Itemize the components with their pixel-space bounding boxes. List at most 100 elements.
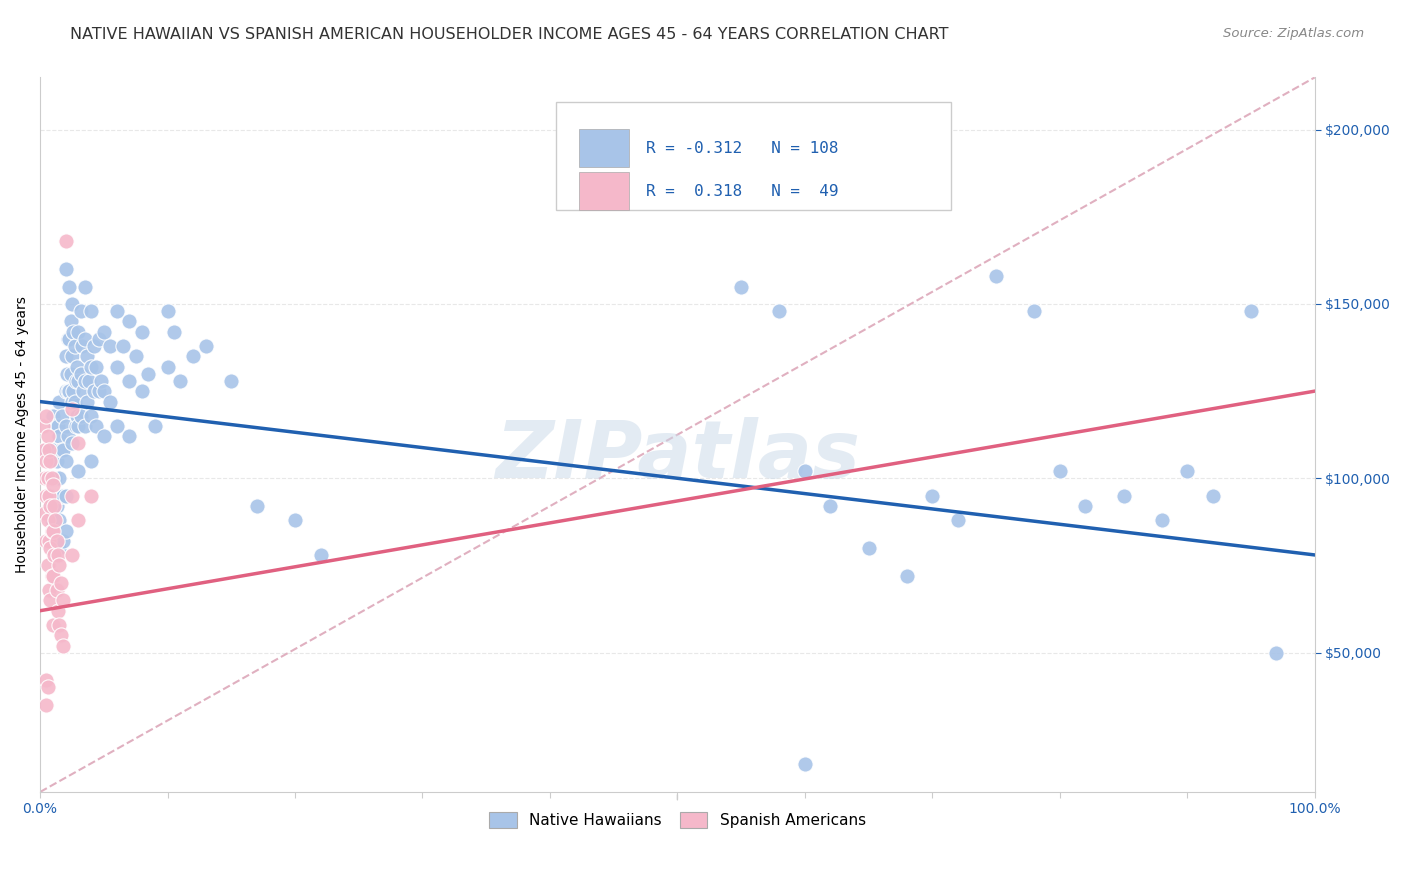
Point — [55, 524, 77, 538]
Point — [105, 419, 128, 434]
Point — [1175, 464, 1198, 478]
Point — [111, 339, 134, 353]
Point — [42, 524, 65, 538]
Point — [67, 513, 90, 527]
Point — [49, 489, 72, 503]
Point — [309, 548, 332, 562]
Point — [60, 489, 83, 503]
Point — [73, 279, 96, 293]
Text: R = -0.312   N = 108: R = -0.312 N = 108 — [645, 141, 838, 155]
Point — [70, 409, 93, 423]
Point — [60, 297, 83, 311]
Point — [34, 506, 56, 520]
Point — [42, 506, 65, 520]
Point — [221, 374, 243, 388]
Point — [66, 359, 89, 374]
Point — [63, 339, 86, 353]
Point — [45, 534, 67, 549]
Point — [169, 374, 191, 388]
Point — [31, 419, 53, 434]
Point — [42, 443, 65, 458]
Point — [98, 394, 121, 409]
Point — [52, 443, 75, 458]
Point — [87, 332, 110, 346]
Point — [181, 349, 204, 363]
Point — [42, 478, 65, 492]
Point — [83, 339, 105, 353]
Legend: Native Hawaiians, Spanish Americans: Native Hawaiians, Spanish Americans — [484, 806, 872, 834]
Text: NATIVE HAWAIIAN VS SPANISH AMERICAN HOUSEHOLDER INCOME AGES 45 - 64 YEARS CORREL: NATIVE HAWAIIAN VS SPANISH AMERICAN HOUS… — [70, 27, 949, 42]
Point — [37, 471, 59, 485]
Point — [37, 429, 59, 443]
Point — [55, 384, 77, 398]
Point — [80, 489, 103, 503]
Point — [98, 339, 121, 353]
Point — [93, 429, 115, 443]
Point — [41, 471, 63, 485]
Point — [125, 349, 148, 363]
Text: Source: ZipAtlas.com: Source: ZipAtlas.com — [1223, 27, 1364, 40]
Point — [73, 374, 96, 388]
Point — [38, 489, 60, 503]
Point — [52, 489, 75, 503]
Point — [105, 304, 128, 318]
Point — [67, 374, 90, 388]
Point — [1024, 304, 1046, 318]
Point — [858, 541, 880, 555]
FancyBboxPatch shape — [579, 129, 628, 167]
Point — [60, 394, 83, 409]
Point — [55, 454, 77, 468]
Point — [52, 593, 75, 607]
Point — [35, 409, 58, 423]
Point — [156, 304, 179, 318]
Point — [44, 548, 66, 562]
Point — [156, 359, 179, 374]
Point — [1112, 489, 1135, 503]
Point — [90, 374, 112, 388]
Point — [143, 419, 166, 434]
Point — [52, 639, 75, 653]
Point — [59, 367, 82, 381]
Point — [80, 304, 103, 318]
Point — [67, 464, 90, 478]
FancyBboxPatch shape — [557, 103, 952, 210]
Point — [194, 339, 217, 353]
Point — [32, 443, 55, 458]
Point — [946, 513, 969, 527]
Point — [65, 419, 87, 434]
Point — [284, 513, 307, 527]
Point — [49, 443, 72, 458]
Point — [72, 384, 94, 398]
Point — [48, 394, 70, 409]
Point — [59, 314, 82, 328]
Point — [73, 419, 96, 434]
Point — [58, 332, 80, 346]
Point — [44, 419, 66, 434]
Point — [60, 548, 83, 562]
Point — [131, 325, 153, 339]
Point — [39, 499, 62, 513]
Point — [70, 304, 93, 318]
Point — [93, 384, 115, 398]
Point — [35, 489, 58, 503]
Point — [60, 401, 83, 416]
FancyBboxPatch shape — [579, 172, 628, 210]
Point — [56, 384, 79, 398]
Point — [52, 534, 75, 549]
Point — [38, 582, 60, 597]
Point — [42, 471, 65, 485]
Point — [793, 757, 815, 772]
Point — [67, 325, 90, 339]
Point — [46, 548, 69, 562]
Point — [70, 367, 93, 381]
Point — [41, 513, 63, 527]
Point — [80, 409, 103, 423]
Point — [65, 374, 87, 388]
Point — [37, 558, 59, 573]
Point — [45, 582, 67, 597]
Point — [48, 617, 70, 632]
Y-axis label: Householder Income Ages 45 - 64 years: Householder Income Ages 45 - 64 years — [15, 296, 30, 574]
Point — [984, 269, 1007, 284]
Point — [768, 304, 790, 318]
Point — [105, 359, 128, 374]
